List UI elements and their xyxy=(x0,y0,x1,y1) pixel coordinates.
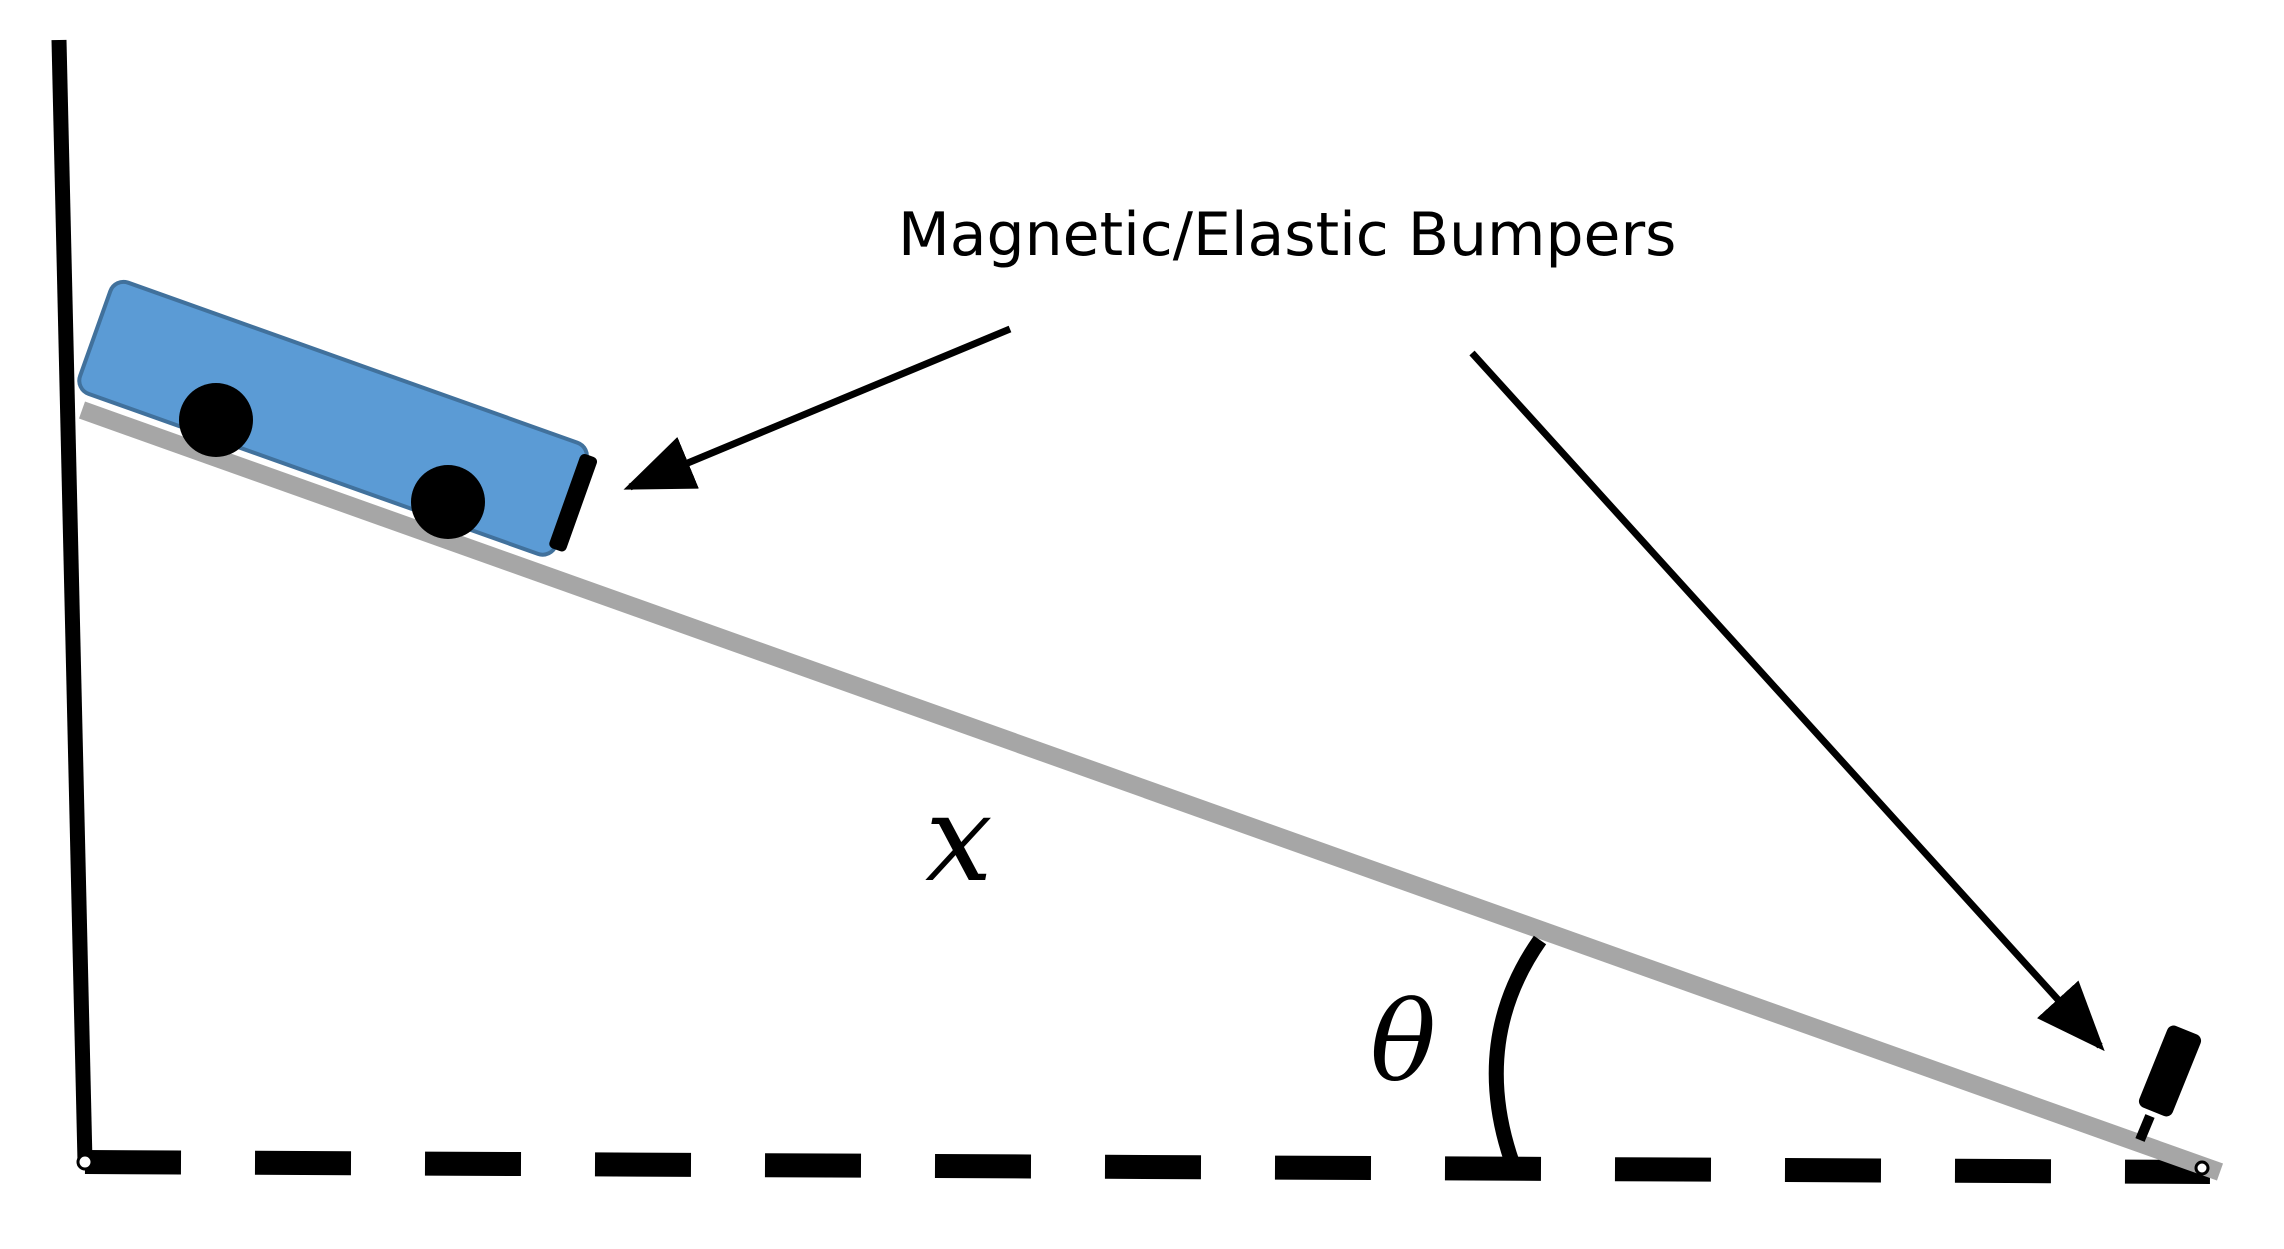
left-hinge-dot xyxy=(76,1153,94,1171)
inclined-ramp xyxy=(78,401,2224,1181)
cart-front-bumper xyxy=(549,453,598,552)
cart xyxy=(77,279,598,557)
bumpers-label: Magnetic/Elastic Bumpers xyxy=(898,200,1676,270)
horizontal-floor-dashed xyxy=(84,1150,2211,1184)
angle-arc xyxy=(1488,935,1547,1165)
distance-label: x xyxy=(925,770,993,909)
arrow-to-cart-bumper xyxy=(623,325,1012,491)
angle-label: θ xyxy=(1370,978,1436,1106)
cart-rear-wheel xyxy=(179,383,253,457)
end-bumper-pad xyxy=(2138,1025,2202,1117)
arrow-to-end-bumper xyxy=(1469,350,2105,1052)
end-bumper xyxy=(2135,1025,2202,1142)
cart-front-wheel xyxy=(411,465,485,539)
right-hinge-dot xyxy=(2194,1160,2210,1176)
vertical-wall xyxy=(51,39,93,1163)
end-bumper-post xyxy=(2135,1114,2155,1142)
cart-body xyxy=(77,279,589,557)
